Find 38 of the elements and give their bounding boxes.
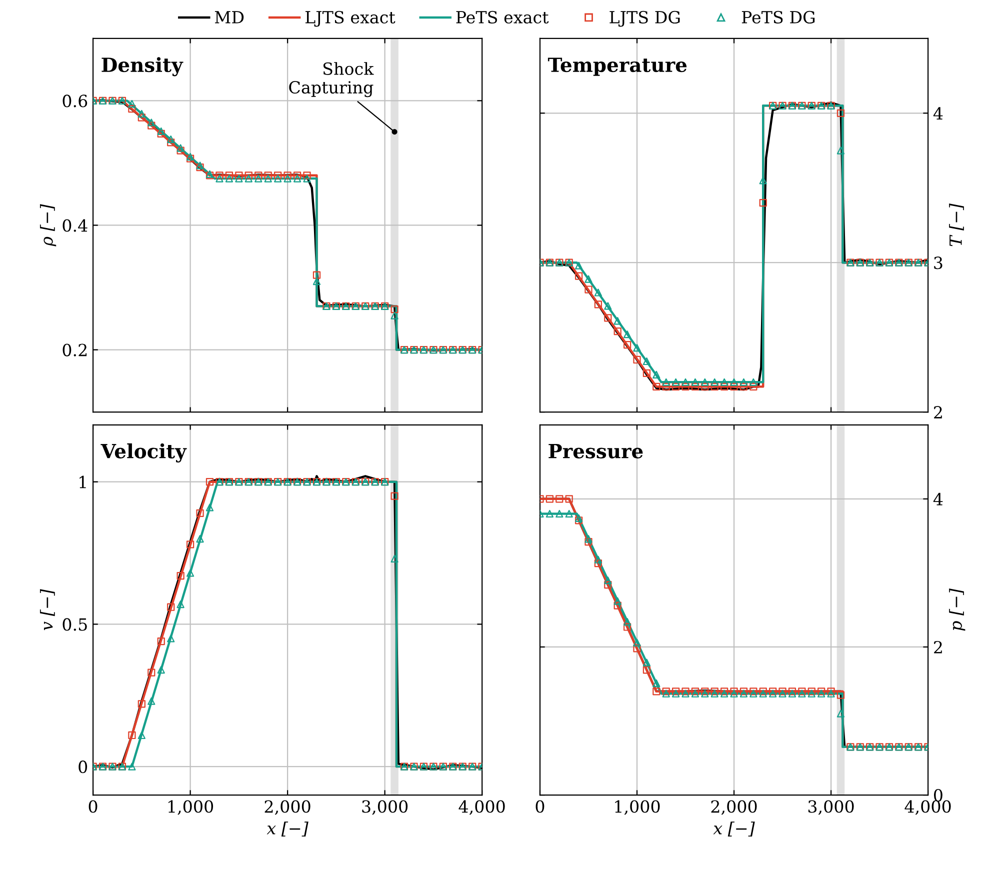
x-tick-label: 0 — [88, 800, 98, 813]
legend-label: LJTS DG — [610, 10, 680, 27]
x-axis-title: x [−] — [713, 822, 755, 836]
x-tick-label: 3,000 — [362, 800, 408, 815]
y-axis-title: v [−] — [40, 589, 55, 630]
y-tick-label: 0.2 — [62, 344, 87, 356]
x-tick-label: 3,000 — [808, 800, 854, 815]
x-tick-label: 4,000 — [904, 800, 951, 815]
y-axis-title: p [−] — [949, 588, 966, 631]
x-tick-label: 1,000 — [168, 800, 214, 815]
text: Temperature — [548, 58, 687, 76]
x-tick-label: 0 — [536, 800, 544, 813]
x-tick-label: 1,000 — [615, 800, 660, 815]
y-axis-title: ρ [−] — [40, 204, 56, 246]
x-tick-label: 4,000 — [458, 800, 505, 815]
y-tick-label: 2 — [934, 406, 942, 418]
legend-label: MD — [214, 11, 244, 24]
legend-label: PeTS DG — [742, 10, 815, 24]
x-tick-label: 2,000 — [264, 800, 310, 815]
y-tick-label: 0 — [934, 789, 942, 802]
y-tick-label: 1 — [80, 476, 86, 488]
legend-label: LJTS exact — [305, 10, 396, 27]
text: Density — [102, 57, 184, 76]
x-tick-label: 2,000 — [711, 800, 757, 815]
annotation: Shock Capturing — [289, 62, 374, 98]
text: Velocity — [100, 443, 187, 462]
y-tick-label: 0.6 — [62, 94, 88, 108]
y-tick-label: 0.5 — [62, 618, 87, 631]
y-tick-label: 0.4 — [62, 219, 88, 232]
y-tick-label: 2 — [934, 640, 942, 654]
x-axis-title: x [−] — [266, 822, 308, 836]
y-tick-label: 4 — [933, 107, 943, 120]
text: Pressure — [548, 444, 643, 458]
y-tick-label: 4 — [933, 492, 943, 506]
y-tick-label: 0 — [78, 760, 88, 774]
legend-label: PeTS exact — [456, 10, 549, 24]
y-axis-title: T [−] — [949, 204, 964, 246]
y-tick-label: 3 — [934, 256, 942, 270]
